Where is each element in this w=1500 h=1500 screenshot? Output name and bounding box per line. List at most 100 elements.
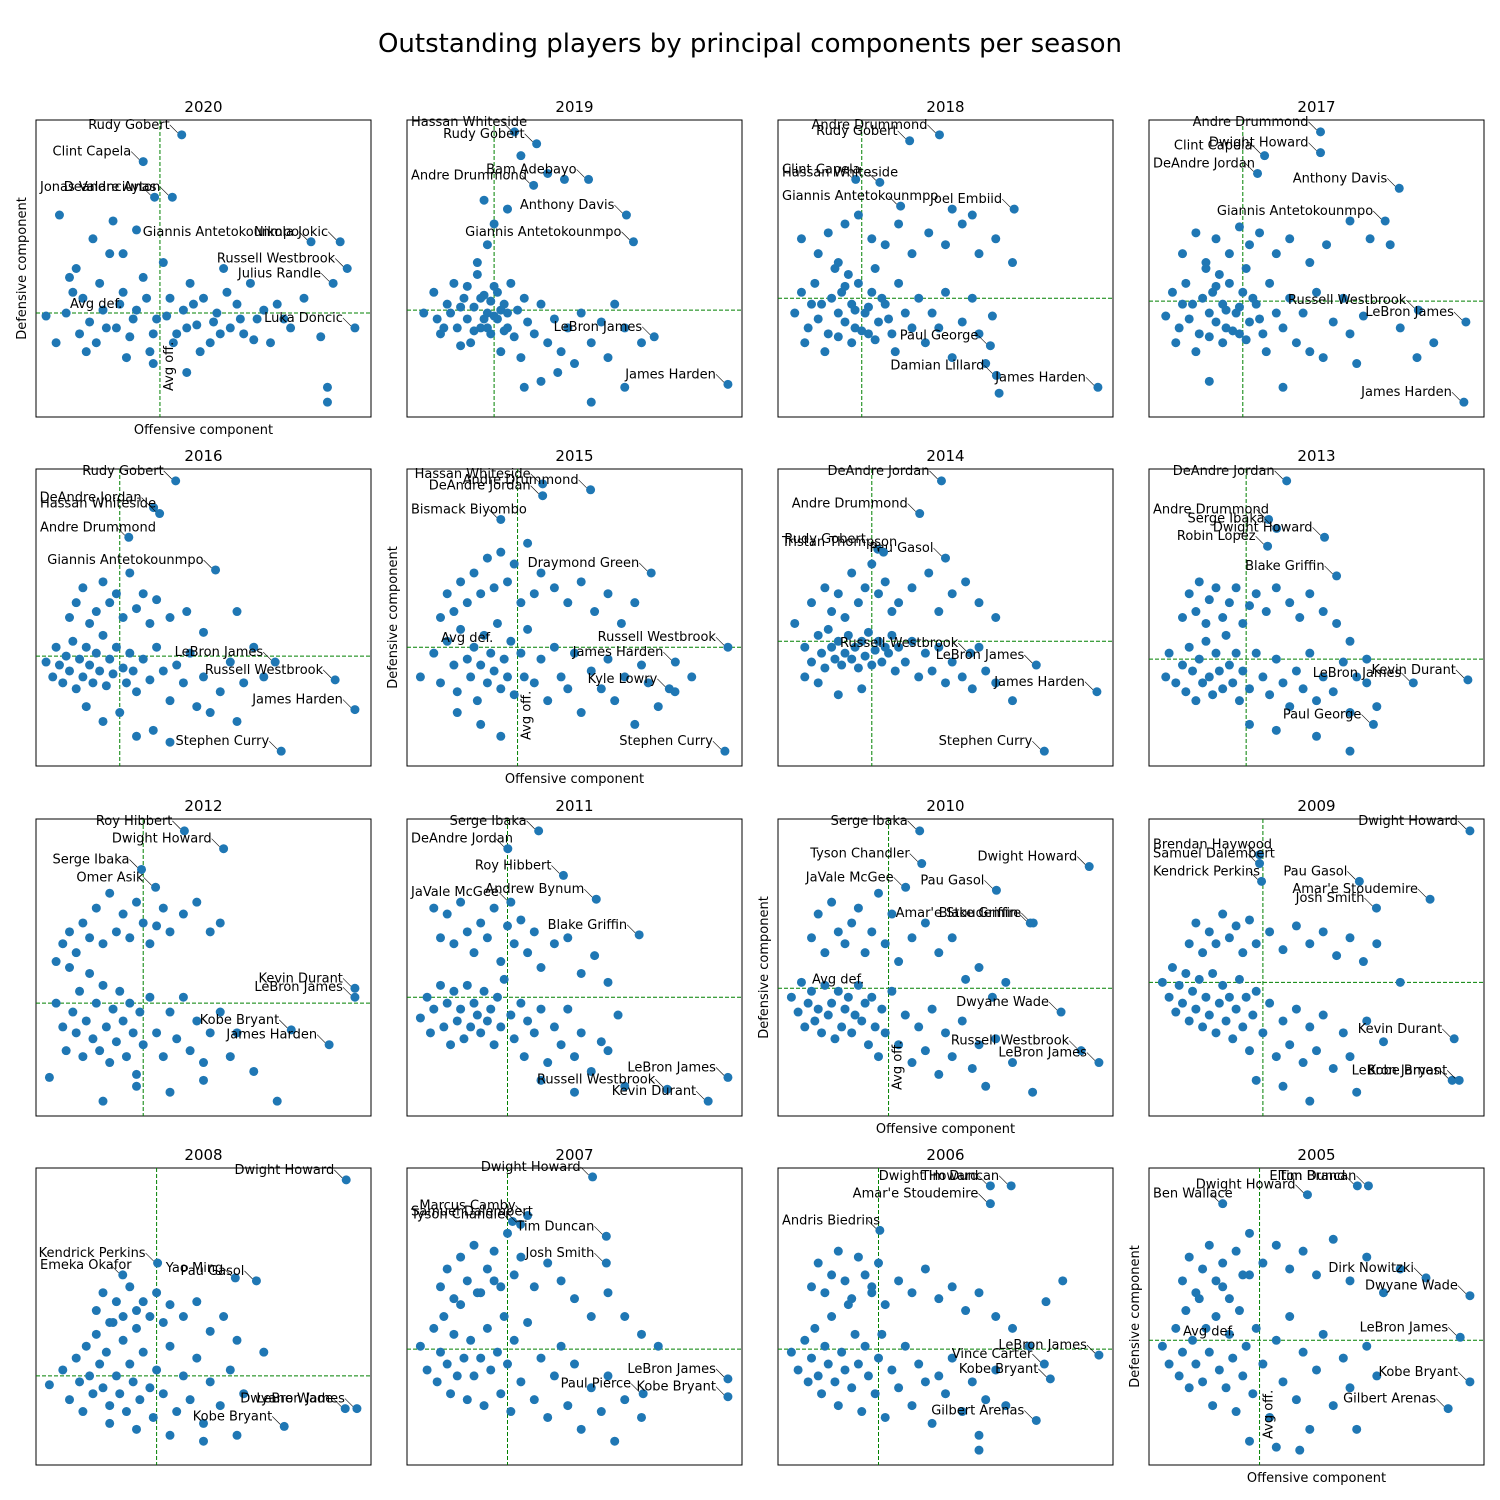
scatter-point <box>1245 317 1254 326</box>
scatter-point <box>45 1073 54 1082</box>
scatter-point <box>139 655 148 664</box>
scatter-point <box>496 347 505 356</box>
leader-line <box>343 700 351 708</box>
scatter-point <box>1195 975 1204 984</box>
leader-line <box>130 859 138 867</box>
scatter-point <box>543 338 552 347</box>
scatter-point <box>463 927 472 936</box>
scatter-point-labeled <box>529 181 538 190</box>
scatter-point-labeled <box>153 1259 162 1268</box>
scatter-point <box>219 1312 228 1321</box>
scatter-point <box>95 1360 104 1369</box>
scatter-point <box>436 1348 445 1357</box>
panel-frame <box>36 469 371 766</box>
scatter-point <box>199 1076 208 1085</box>
point-label: Roy Hibbert <box>475 858 552 873</box>
scatter-point <box>423 1365 432 1374</box>
point-label: Blake Griffin <box>1245 559 1325 574</box>
scatter-point <box>132 1082 141 1091</box>
scatter-point <box>530 589 539 598</box>
point-label: LeBron James <box>1313 666 1402 681</box>
leader-line <box>1313 527 1321 535</box>
point-label: Dirk Nowitzki <box>1328 1261 1414 1276</box>
panel-title: 2020 <box>184 98 222 116</box>
panel-title: 2014 <box>926 447 964 465</box>
scatter-point <box>92 1306 101 1315</box>
scatter-point <box>841 1365 850 1374</box>
scatter-point <box>446 1389 455 1398</box>
scatter-point <box>1258 1259 1267 1268</box>
scatter-point <box>834 258 843 267</box>
scatter-point <box>961 975 970 984</box>
scatter-point-labeled <box>1372 904 1381 913</box>
x-axis-label: Offensive component <box>1247 1471 1386 1486</box>
point-label: Julius Randle <box>237 266 321 281</box>
scatter-point <box>637 661 646 670</box>
scatter-point <box>99 717 108 726</box>
scatter-point <box>486 1365 495 1374</box>
scatter-point <box>466 1022 475 1031</box>
scatter-point <box>129 666 138 675</box>
scatter-point <box>470 326 479 335</box>
scatter-point <box>486 297 495 306</box>
scatter-point <box>159 1052 168 1061</box>
scatter-point-labeled <box>602 1259 611 1268</box>
scatter-point <box>119 249 128 258</box>
panel-title: 2012 <box>184 797 222 815</box>
scatter-point <box>139 273 148 282</box>
scatter-point <box>864 303 873 312</box>
scatter-point <box>65 927 74 936</box>
scatter-point <box>273 300 282 309</box>
point-label: Andre Drummond <box>1193 115 1309 130</box>
scatter-point <box>597 1037 606 1046</box>
point-label: James Harden <box>572 645 664 660</box>
scatter-point <box>610 1437 619 1446</box>
scatter-point <box>105 1318 114 1327</box>
leader-line <box>716 1067 724 1075</box>
scatter-point <box>166 1008 175 1017</box>
scatter-point <box>109 216 118 225</box>
leader-line <box>663 652 671 660</box>
scatter-point <box>630 598 639 607</box>
scatter-point <box>139 589 148 598</box>
scatter-point <box>510 690 519 699</box>
scatter-point-labeled <box>1085 862 1094 871</box>
scatter-point <box>253 314 262 323</box>
scatter-point-labeled <box>1092 687 1101 696</box>
scatter-point-labeled <box>277 747 286 756</box>
point-label: Stephen Curry <box>619 734 713 749</box>
scatter-point <box>577 309 586 318</box>
scatter-point <box>99 939 108 948</box>
scatter-point <box>543 696 552 705</box>
scatter-point <box>433 314 442 323</box>
leader-line <box>525 134 533 142</box>
scatter-point <box>300 294 309 303</box>
leader-line <box>323 670 331 678</box>
scatter-point <box>199 294 208 303</box>
point-label: LeBron James <box>175 645 264 660</box>
panel-title: 2006 <box>926 1146 964 1164</box>
point-label: Rudy Gobert <box>88 118 170 133</box>
scatter-point <box>95 1046 104 1055</box>
scatter-point <box>449 661 458 670</box>
scatter-point <box>894 598 903 607</box>
scatter-point <box>975 1288 984 1297</box>
scatter-point <box>1295 1446 1304 1455</box>
scatter-point <box>233 607 242 616</box>
scatter-point <box>1292 921 1301 930</box>
scatter-point <box>834 927 843 936</box>
scatter-point <box>496 1389 505 1398</box>
scatter-point-labeled <box>1040 747 1049 756</box>
leader-line <box>594 1253 602 1261</box>
scatter-point-labeled <box>329 279 338 288</box>
scatter-point <box>99 1383 108 1392</box>
scatter-point-labeled <box>532 139 541 148</box>
scatter-point <box>102 323 111 332</box>
scatter-point <box>1191 607 1200 616</box>
scatter-point <box>1312 1365 1321 1374</box>
panel-2015: 2015Hassan WhitesideAndre DrummondDeAndr… <box>386 447 742 787</box>
scatter-point <box>807 1354 816 1363</box>
panel-grid: 2020Rudy GobertClint CapelaDeandre Ayton… <box>15 98 1484 1486</box>
scatter-point <box>968 1064 977 1073</box>
scatter-point <box>1212 1312 1221 1321</box>
